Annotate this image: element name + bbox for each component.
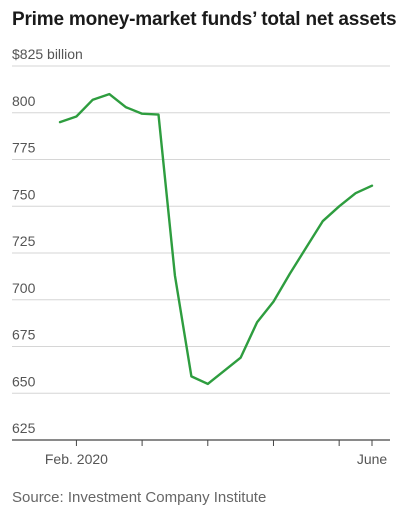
y-axis-tick-labels: $825 billion 800 775 750 725 700 675 650 625	[12, 46, 83, 436]
y-tick-label: 650	[12, 373, 36, 389]
source-note: Source: Investment Company Institute	[12, 489, 267, 506]
y-tick-label: 750	[12, 186, 36, 202]
chart-title: Prime money-market funds’ total net asse…	[12, 9, 397, 30]
series-line	[58, 92, 374, 386]
gridlines	[12, 65, 390, 394]
x-axis: Feb. 2020 June	[12, 439, 390, 467]
y-tick-label: 725	[12, 233, 36, 249]
y-tick-label: 800	[12, 93, 36, 109]
y-tick-label: 775	[12, 140, 36, 156]
line-chart: $825 billion 800 775 750 725 700 675 650 625 Feb…	[12, 46, 390, 467]
x-tick-label: June	[357, 451, 388, 467]
y-tick-label: 700	[12, 280, 36, 296]
y-tick-label: $825 billion	[12, 46, 83, 62]
x-tick-label: Feb. 2020	[45, 451, 108, 467]
series-lines	[58, 92, 374, 386]
y-tick-label: 625	[12, 420, 36, 436]
y-tick-label: 675	[12, 327, 36, 343]
